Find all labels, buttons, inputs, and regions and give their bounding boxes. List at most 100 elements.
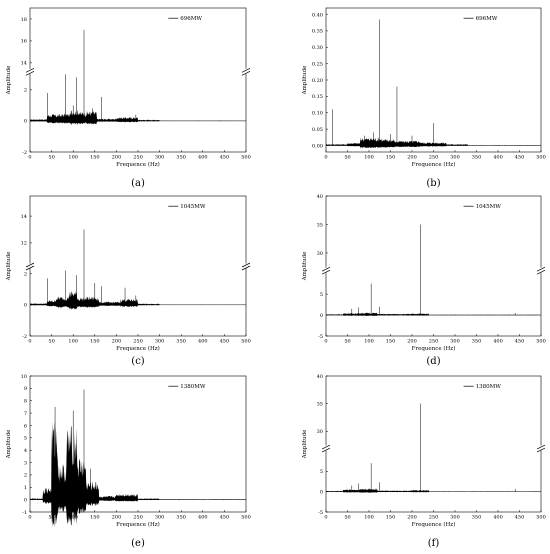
y-tick-label: -2 bbox=[22, 334, 27, 340]
x-tick-label: 250 bbox=[133, 339, 143, 345]
x-tick-label: 350 bbox=[472, 515, 482, 521]
x-tick-label: 500 bbox=[536, 339, 546, 345]
legend-label: 696MW bbox=[476, 16, 498, 22]
axis-break-gap-left bbox=[27, 68, 32, 74]
spectrum-fill bbox=[30, 291, 246, 310]
y-tick-label: 40 bbox=[317, 194, 323, 200]
axis-break-gap-left bbox=[323, 445, 328, 451]
x-tick-label: 150 bbox=[386, 339, 396, 345]
y-tick-label: -5 bbox=[318, 334, 323, 340]
x-tick-label: 150 bbox=[386, 515, 396, 521]
x-tick-label: 500 bbox=[241, 339, 251, 345]
x-axis-label: Frequence (Hz) bbox=[412, 161, 456, 168]
x-axis-label: Frequence (Hz) bbox=[116, 521, 160, 528]
x-tick-label: 150 bbox=[90, 515, 100, 521]
panel-f: 0 50 100 150 200 250 300 350 400 450 500303540-505… bbox=[302, 374, 546, 549]
y-tick-label: 30 bbox=[317, 251, 323, 257]
y-tick-label: 0.25 bbox=[312, 61, 323, 67]
x-axis-label: Frequence (Hz) bbox=[412, 521, 456, 528]
axis-break-mark bbox=[25, 265, 35, 271]
x-tick-label: 400 bbox=[198, 515, 208, 521]
axis-break-gap-right bbox=[538, 445, 543, 451]
y-axis-label: Amplitude bbox=[6, 430, 12, 460]
x-tick-label: 150 bbox=[90, 339, 100, 345]
y-tick-label: 18 bbox=[21, 17, 27, 23]
y-tick-label: 4 bbox=[24, 448, 27, 454]
y-axis-label: Amplitude bbox=[302, 430, 308, 460]
y-tick-label: 0.15 bbox=[312, 94, 323, 100]
x-tick-label: 400 bbox=[198, 339, 208, 345]
y-tick-label: 0.00 bbox=[312, 143, 323, 149]
y-tick-label: 0.30 bbox=[312, 45, 323, 51]
panel-c: 0 50 100 150 200 250 300 350 400 450 5001214-202Fr… bbox=[6, 195, 251, 367]
x-tick-label: 450 bbox=[515, 515, 525, 521]
x-tick-label: 0 bbox=[28, 515, 31, 521]
y-tick-label: 0.40 bbox=[312, 12, 323, 18]
x-tick-label: 50 bbox=[48, 339, 54, 345]
x-tick-label: 350 bbox=[176, 515, 186, 521]
y-tick-label: 0.20 bbox=[312, 78, 323, 84]
axis-break-mark bbox=[321, 269, 331, 275]
y-tick-label: -1 bbox=[22, 510, 27, 516]
y-tick-label: 30 bbox=[317, 429, 323, 435]
x-tick-label: 0 bbox=[28, 155, 31, 161]
y-tick-label: 35 bbox=[317, 222, 323, 228]
x-tick-label: 200 bbox=[112, 339, 122, 345]
x-tick-label: 50 bbox=[344, 339, 350, 345]
x-tick-label: 400 bbox=[493, 515, 503, 521]
y-tick-label: 1 bbox=[24, 485, 27, 491]
axis-break-mark bbox=[536, 269, 546, 275]
x-axis-label: Frequence (Hz) bbox=[412, 345, 456, 352]
x-tick-label: 250 bbox=[133, 515, 143, 521]
x-tick-label: 350 bbox=[176, 155, 186, 161]
y-axis-label: Amplitude bbox=[302, 66, 308, 96]
axis-break-mark bbox=[536, 444, 546, 450]
x-tick-label: 100 bbox=[68, 339, 78, 345]
x-tick-label: 350 bbox=[176, 339, 186, 345]
y-tick-label: 10 bbox=[21, 374, 27, 380]
plot-frame bbox=[29, 7, 247, 153]
x-axis-label: Frequence (Hz) bbox=[116, 161, 160, 168]
axis-break-mark bbox=[25, 71, 35, 76]
x-tick-label: 450 bbox=[515, 155, 525, 161]
x-tick-label: 350 bbox=[472, 339, 482, 345]
x-tick-label: 250 bbox=[429, 339, 439, 345]
x-tick-label: 150 bbox=[90, 155, 100, 161]
y-axis-label: Amplitude bbox=[6, 66, 12, 96]
x-tick-label: 250 bbox=[133, 155, 143, 161]
x-tick-label: 450 bbox=[220, 155, 230, 161]
axis-break-mark bbox=[25, 262, 35, 268]
x-tick-label: 50 bbox=[48, 155, 54, 161]
legend-label: 696MW bbox=[180, 16, 202, 22]
y-tick-label: 16 bbox=[21, 39, 27, 45]
x-tick-label: 350 bbox=[472, 155, 482, 161]
x-tick-label: 250 bbox=[429, 155, 439, 161]
x-tick-label: 500 bbox=[241, 155, 251, 161]
x-tick-label: 300 bbox=[155, 155, 165, 161]
x-tick-label: 450 bbox=[220, 339, 230, 345]
x-tick-label: 50 bbox=[344, 515, 350, 521]
y-tick-label: 12 bbox=[21, 241, 27, 247]
axis-break-gap-left bbox=[27, 263, 32, 269]
x-tick-label: 250 bbox=[429, 515, 439, 521]
x-tick-label: 50 bbox=[344, 155, 350, 161]
x-tick-label: 100 bbox=[364, 339, 374, 345]
x-tick-label: 200 bbox=[407, 339, 417, 345]
y-tick-label: 5 bbox=[320, 292, 323, 298]
axis-break-gap-right bbox=[538, 267, 543, 273]
y-tick-label: 40 bbox=[317, 374, 323, 380]
x-tick-label: 200 bbox=[112, 515, 122, 521]
panel-caption: (b) bbox=[426, 178, 440, 189]
x-tick-label: 400 bbox=[493, 155, 503, 161]
panel-caption: (c) bbox=[131, 356, 145, 367]
x-tick-label: 450 bbox=[515, 339, 525, 345]
axis-break-mark bbox=[321, 447, 331, 453]
y-tick-label: -2 bbox=[22, 150, 27, 156]
axis-break-gap-left bbox=[323, 267, 328, 273]
y-tick-label: 0 bbox=[24, 497, 27, 503]
y-axis-label: Amplitude bbox=[302, 252, 308, 282]
y-tick-label: -5 bbox=[318, 510, 323, 516]
y-tick-label: 0 bbox=[320, 313, 323, 319]
legend-label: 1380MW bbox=[180, 384, 206, 390]
